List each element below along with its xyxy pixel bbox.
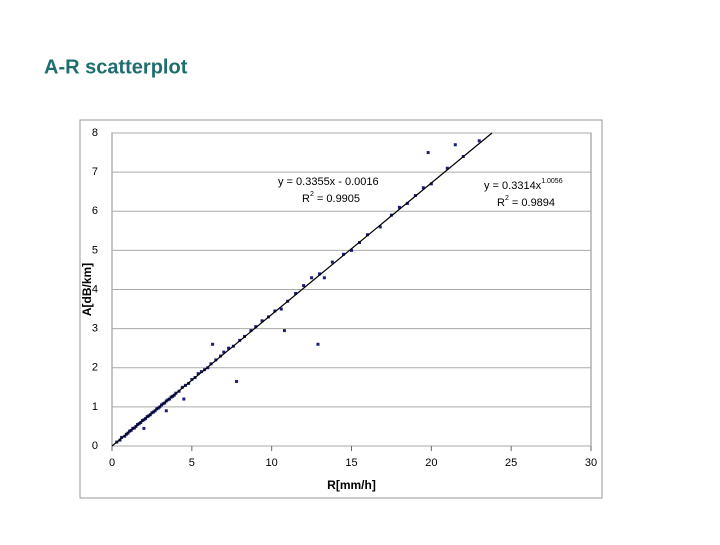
x-tick-label: 20 xyxy=(425,457,437,469)
chart: 0 1 2 3 4 5 6 7 8 0 5 10 15 20 25 30 R[mm/h] A[dB/km] y = … xyxy=(80,127,597,492)
point xyxy=(249,329,253,333)
point xyxy=(445,166,449,170)
point xyxy=(196,372,200,376)
point xyxy=(182,397,186,401)
point xyxy=(273,309,277,313)
point xyxy=(350,248,353,252)
point xyxy=(322,276,326,280)
x-tick-label: 5 xyxy=(189,457,195,469)
y-tick-label: 8 xyxy=(92,127,98,139)
equation-exponent: 1.0056 xyxy=(541,178,563,185)
point xyxy=(142,426,146,430)
point xyxy=(235,379,239,383)
point xyxy=(279,307,283,311)
y-axis-label: A[dB/km] xyxy=(80,263,94,316)
point xyxy=(365,233,369,237)
slide-title: A-R scatterplot xyxy=(44,56,188,78)
point xyxy=(211,342,215,346)
equation-text: R xyxy=(497,197,505,209)
equation-text: R xyxy=(302,193,310,205)
point xyxy=(260,319,264,323)
trendline xyxy=(111,132,493,447)
x-tick-label: 15 xyxy=(345,457,357,469)
y-tick-label: 2 xyxy=(92,362,98,374)
point xyxy=(180,385,184,389)
x-tick-label: 30 xyxy=(585,457,597,469)
x-tick-label: 10 xyxy=(266,457,278,469)
y-tick-label: 4 xyxy=(92,283,98,295)
equation-text: = 0.9894 xyxy=(509,197,555,209)
point xyxy=(429,182,433,186)
point xyxy=(342,252,346,256)
point xyxy=(330,260,334,264)
equation-text: = 0.9905 xyxy=(314,193,360,205)
x-tick-label: 0 xyxy=(109,457,115,469)
x-axis-label: R[mm/h] xyxy=(327,478,376,492)
equation-text: y = 0.3355x - 0.0016 xyxy=(278,176,379,188)
point xyxy=(227,346,231,350)
y-tick-label: 6 xyxy=(92,205,98,217)
point xyxy=(316,342,320,346)
equation-text: y = 0.3314x xyxy=(484,180,542,192)
chart-frame xyxy=(79,119,603,499)
equation-exponent: 2 xyxy=(505,195,509,202)
point xyxy=(318,272,322,276)
point xyxy=(164,409,168,413)
point xyxy=(302,284,306,288)
x-tick-label: 25 xyxy=(505,457,517,469)
point xyxy=(477,139,481,143)
y-tick-label: 0 xyxy=(92,440,98,452)
point xyxy=(421,186,425,190)
point xyxy=(310,276,314,280)
equation: y = 0.3314x1.0056 xyxy=(484,178,563,192)
equation-exponent: 2 xyxy=(310,191,314,198)
point xyxy=(254,325,258,329)
point xyxy=(426,151,430,155)
point xyxy=(378,225,382,229)
equation: R2 = 0.9894 xyxy=(497,195,555,209)
y-tick-label: 3 xyxy=(92,323,98,335)
point xyxy=(397,205,401,209)
y-tick-label: 5 xyxy=(92,244,98,256)
equation: R2 = 0.9905 xyxy=(302,191,360,205)
point xyxy=(453,143,457,147)
point xyxy=(222,350,226,354)
point xyxy=(282,329,286,333)
y-tick-label: 7 xyxy=(92,166,98,178)
y-tick-label: 1 xyxy=(92,401,98,413)
point xyxy=(294,291,298,295)
equation: y = 0.3355x - 0.0016 xyxy=(278,176,379,188)
